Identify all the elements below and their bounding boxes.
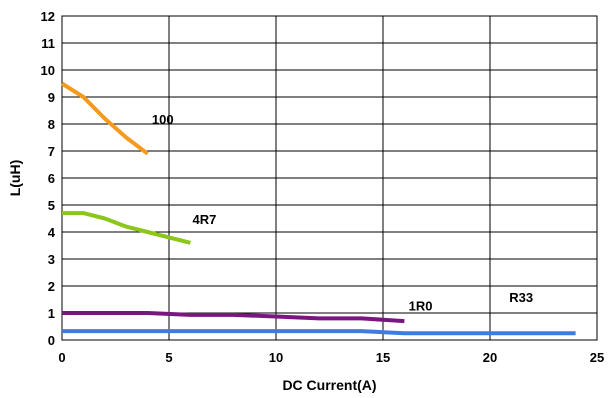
y-tick-label: 2: [48, 279, 55, 294]
series-lines: [60, 81, 576, 336]
x-axis-title: DC Current(A): [282, 377, 376, 393]
y-tick-label: 5: [48, 198, 55, 213]
series-label-4r7: 4R7: [193, 212, 217, 227]
series-line-100: [60, 81, 149, 156]
x-tick-label: 5: [165, 350, 172, 365]
x-tick-label: 10: [269, 350, 283, 365]
y-tick-label: 1: [48, 306, 55, 321]
series-labels: 100 4R7 1R0 R33: [152, 112, 533, 313]
series-line-4r7: [62, 211, 191, 245]
plot-area-frame: [61, 15, 598, 341]
y-tick-label: 8: [48, 117, 55, 132]
x-tick-label: 20: [483, 350, 497, 365]
y-tick-label: 6: [48, 171, 55, 186]
series-label-1r0: 1R0: [409, 298, 433, 313]
series-line-r33: [62, 329, 576, 336]
series-line-1r0: [62, 311, 405, 324]
y-tick-label: 10: [41, 63, 55, 78]
y-tick-label: 12: [41, 9, 55, 24]
x-tick-label: 0: [58, 350, 65, 365]
series-label-100: 100: [152, 112, 174, 127]
x-tick-label: 15: [376, 350, 390, 365]
y-axis-title: L(uH): [7, 160, 23, 197]
y-tick-label: 4: [48, 225, 56, 240]
y-tick-label: 9: [48, 90, 55, 105]
series-label-r33: R33: [509, 290, 533, 305]
y-tick-label: 11: [41, 36, 55, 51]
y-tick-label: 7: [48, 144, 55, 159]
y-tick-label: 3: [48, 252, 55, 267]
y-tick-label: 0: [48, 333, 55, 348]
x-tick-label: 25: [590, 350, 604, 365]
